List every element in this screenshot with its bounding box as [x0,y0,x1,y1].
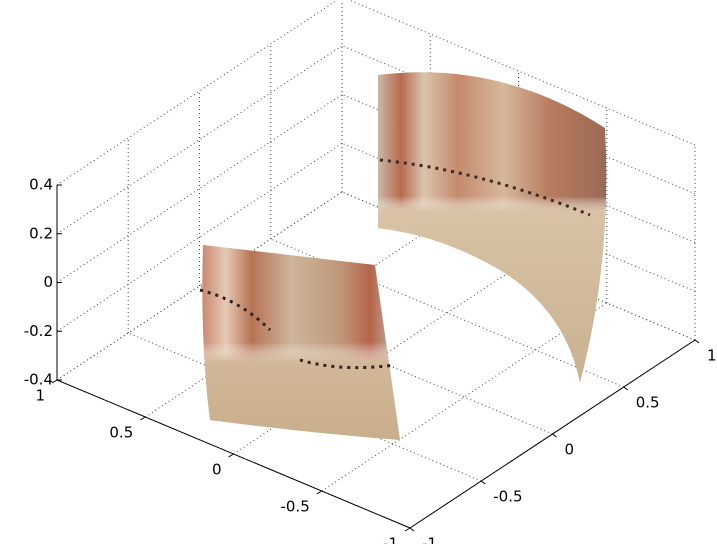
tick-mark [695,340,699,343]
x-tick-label: -1 [422,535,437,544]
y-tick-label: -0.5 [280,498,309,516]
y-tick-label: 1 [35,387,45,405]
tick-mark [405,528,410,531]
z-tick-label: -0.4 [24,371,53,389]
y-tick-label: 0 [212,461,222,479]
chart: -1-0.500.51-1-0.500.51-0.4-0.200.20.4 [0,0,717,544]
textured-surface [378,72,606,382]
x-tick-label: 0.5 [636,394,660,412]
x-tick-label: 0 [565,441,575,459]
z-tick-label: 0 [43,273,53,291]
textured-surface [200,245,400,440]
z-tick-label: -0.2 [24,322,53,340]
tick-mark [624,387,628,390]
x-tick-label: -0.5 [493,488,522,506]
tick-mark [410,528,414,531]
tick-mark [229,454,234,457]
tick-mark [481,481,485,484]
y-tick-label: -1 [383,535,398,544]
z-tick-label: 0.4 [29,176,53,194]
tick-mark [317,491,322,494]
y-tick-label: 0.5 [109,424,133,442]
tick-mark [140,417,145,420]
z-tick-label: 0.2 [29,224,53,242]
grid-line [57,95,342,283]
x-tick-label: 1 [707,347,717,365]
tick-mark [553,434,557,437]
